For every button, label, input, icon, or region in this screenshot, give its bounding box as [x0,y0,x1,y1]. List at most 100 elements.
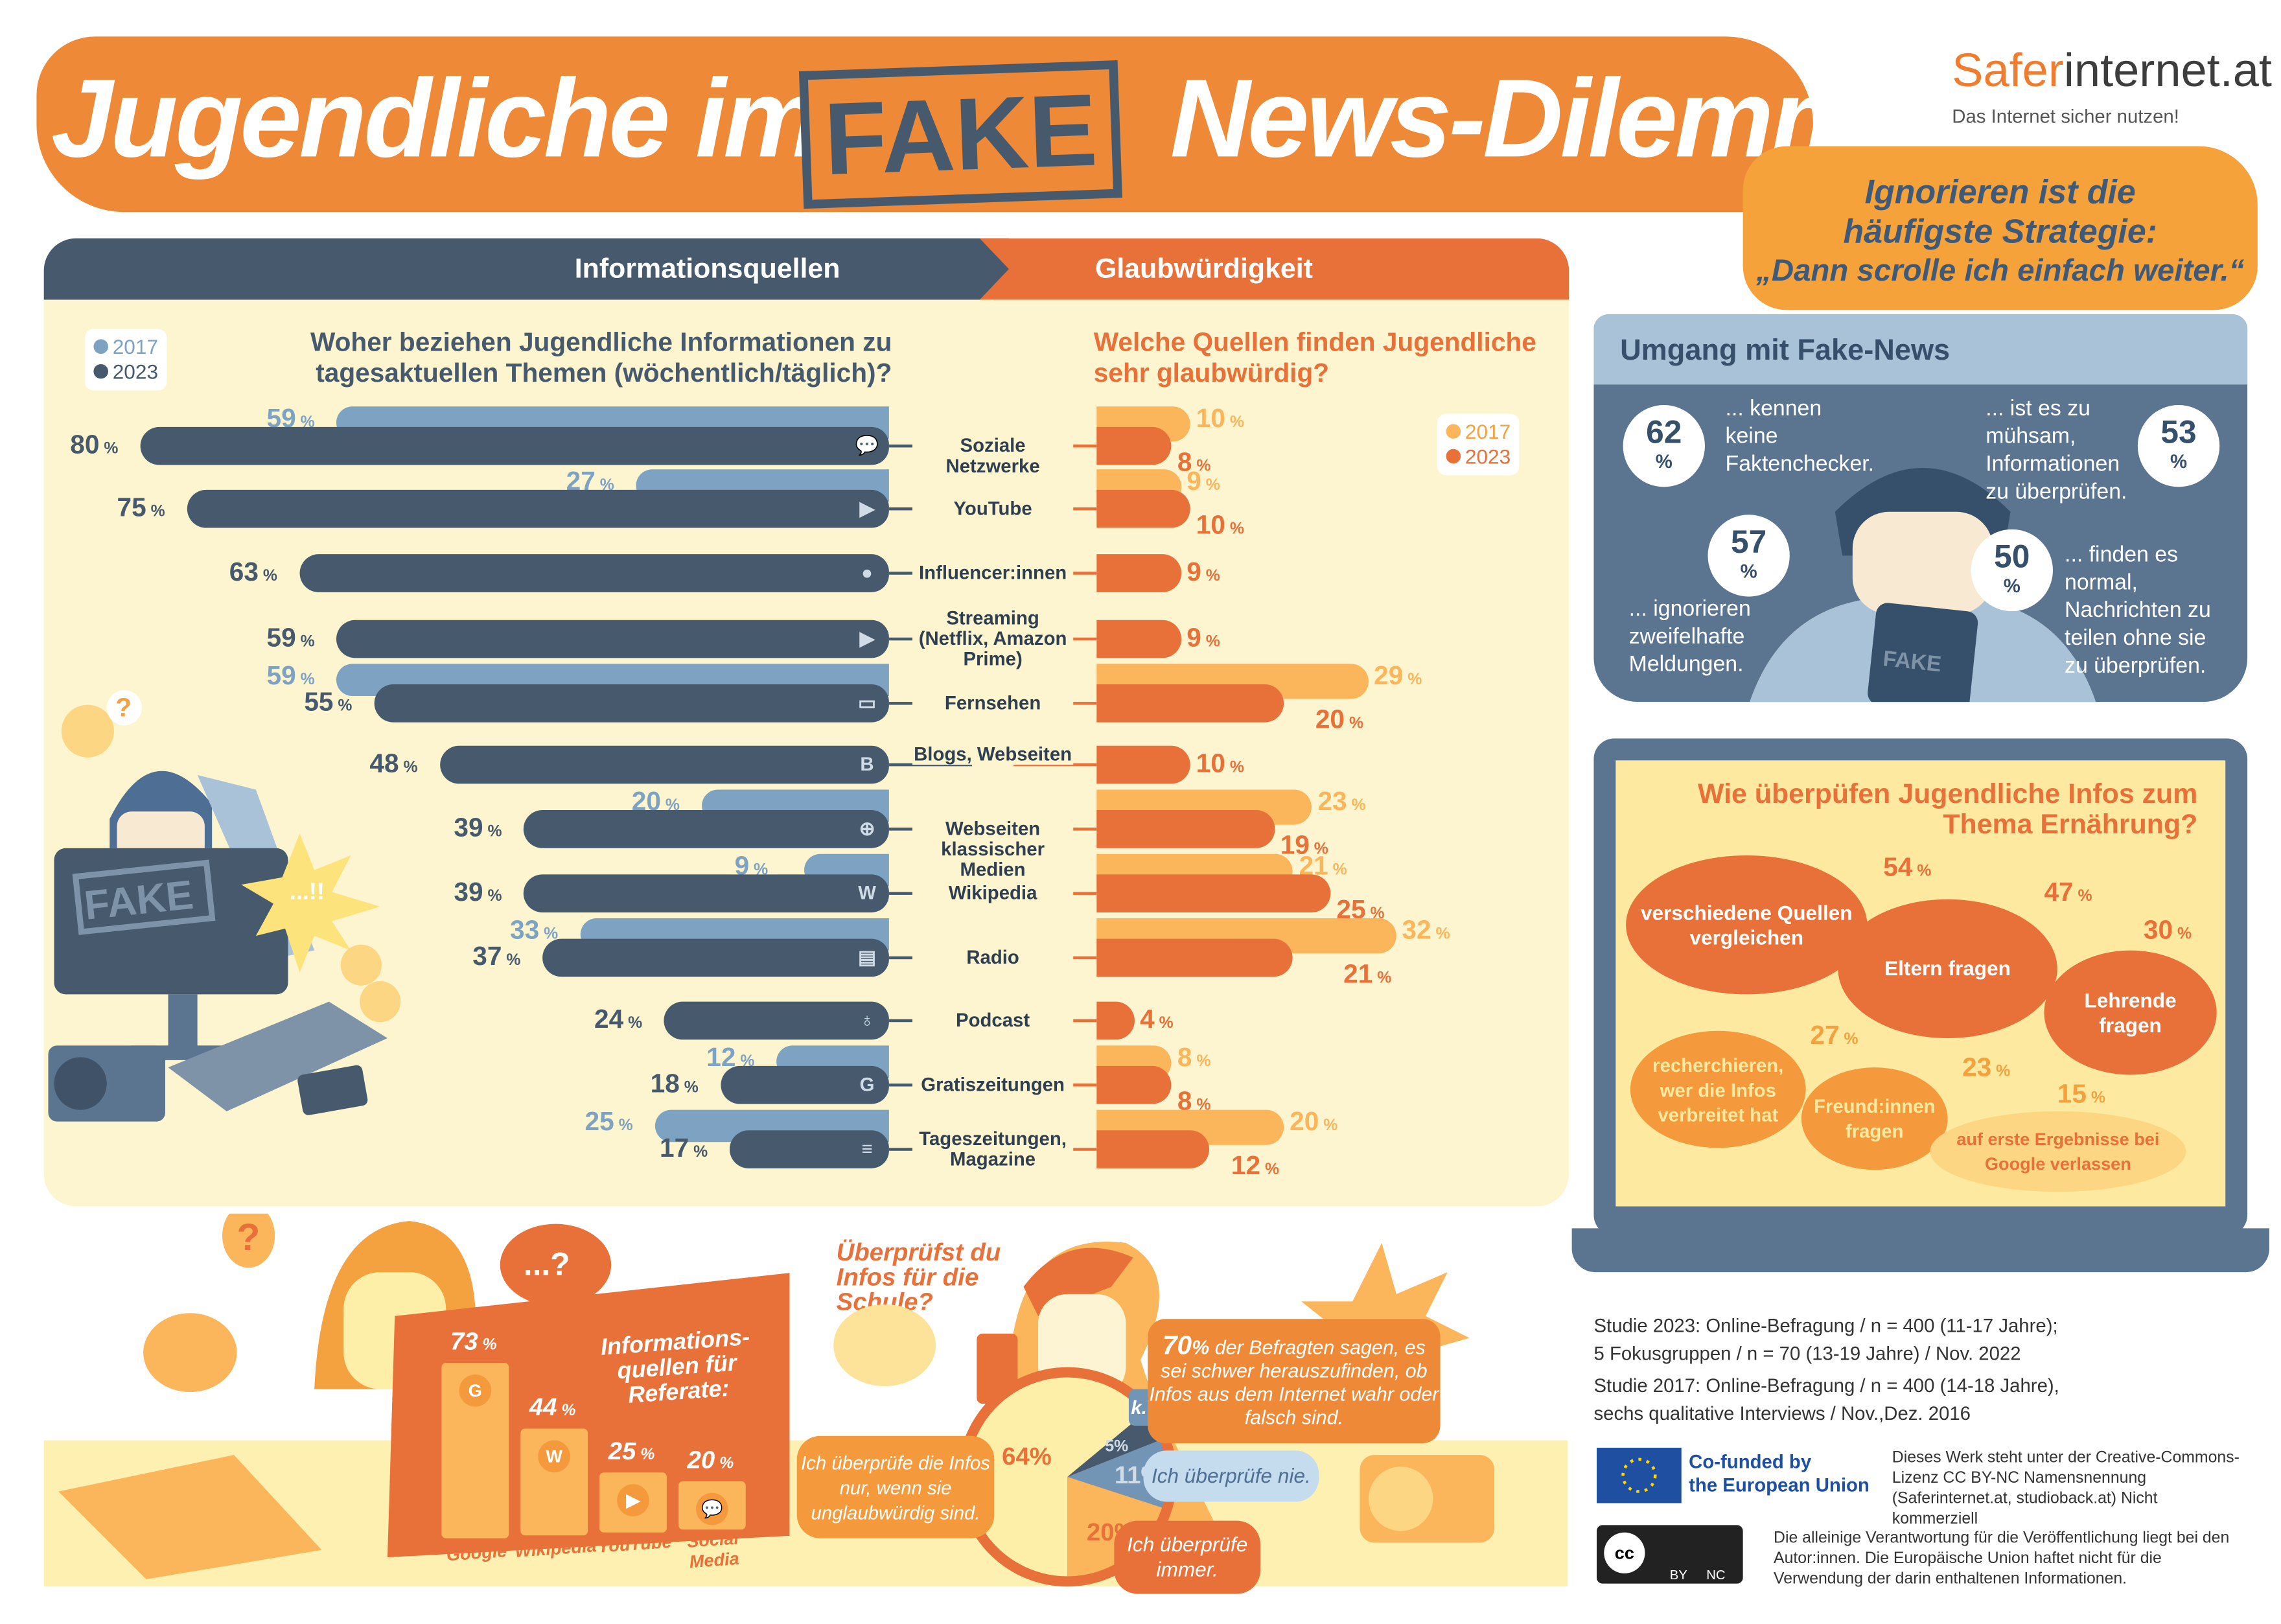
source-label: Fernsehen [912,692,1074,714]
section-title: Informationsquellen [574,254,840,285]
value-label-2017: 25 % [585,1107,633,1137]
legend-credibility: 2017 2023 [1437,413,1520,476]
footer-line: 5 Fokusgruppen / n = 70 (13-19 Jahre) / … [1593,1342,2021,1365]
value-label-2023: 55 % [304,687,353,717]
license-text: Dieses Werk steht unter der Creative-Com… [1892,1449,2240,1528]
referate-title: Informations-quellen für Referate: [599,1325,751,1409]
source-label: Streaming (Netflix, Amazon Prime) [912,608,1074,670]
bar-2023 [439,745,889,784]
value-label-2023: 18 % [650,1069,699,1098]
credibility-bar-2023 [1096,684,1284,723]
bubble-label: verschiedene Quellen vergleichen [1640,899,1853,949]
newspaper-icon: G [859,1073,875,1096]
disclaimer-text: Die alleinige Verantwortung für die Verö… [1774,1529,2230,1588]
slogan: Das Internet sicher nutzen! [1952,105,2179,128]
nutrition-bubble: verschiedene Quellen vergleichen [1626,855,1868,995]
value-label-2023: 17 % [660,1133,708,1163]
blogger-icon: B [860,753,874,775]
credibility-value-2023: 19 % [1280,830,1328,860]
seventy-value: 70 [1162,1330,1192,1360]
bar-2023 [524,810,889,848]
credibility-value-2023: 9 % [1187,623,1220,653]
stat-pct: % [1655,450,1673,472]
credibility-value-2017: 10 % [1196,403,1244,433]
source-label: Webseiten klassischer Medien [912,818,1074,881]
credibility-value-2023: 8 % [1177,447,1211,477]
pie-label-sometimes: Ich überprüfe die Infos nur, wenn sie un… [796,1435,995,1538]
source-label: Influencer:innen [912,563,1074,584]
cc-by: BY [1669,1567,1687,1583]
credibility-value-2017: 8 % [1177,1042,1211,1072]
credibility-question: Welche Quellen finden Jugendliche sehr g… [1093,327,1536,388]
credibility-value-2023: 21 % [1343,959,1392,989]
source-label: Wikipedia [912,883,1074,904]
stat-value: 50 [1994,538,2030,575]
logo-safer: Safer [1952,43,2064,97]
legend-sources: 2017 2023 [84,329,167,391]
pie-value-label: 64% [1002,1443,1052,1470]
value-label-2023: 63 % [229,557,277,586]
bar-2023 [720,1065,889,1104]
dots-text: ...? [524,1246,570,1282]
nutrition-bubble: recherchieren, wer die Infos verbreitet … [1630,1030,1806,1148]
study-2017: Studie 2017: Online-Befragung / n = 400 … [1593,1372,2059,1428]
footer-line: the European Union [1689,1474,1870,1496]
callout-line: häufigste Strategie: [1843,212,2158,250]
bar-2023 [299,554,889,592]
value-label-2023: 24 % [594,1004,643,1034]
bar-2023 [524,874,889,912]
fake-news-handling-panel: Umgang mit Fake-News FAKE 62% ... kennen… [1593,314,2248,702]
footer-line: Studie 2017: Online-Befragung / n = 400 … [1593,1375,2059,1397]
credibility-bar-2023 [1096,426,1172,465]
legend-2023: 2023 [1465,444,1511,469]
pie-label-always: Ich überprüfe immer. [1114,1520,1261,1594]
stat-text: ... finden es normal, Nachrichten zu tei… [2065,542,2211,679]
value-label-2023: 80 % [70,430,119,459]
stat-text: ... ist es zu mühsam, Informationen zu ü… [1986,396,2127,505]
svg-text:?: ? [115,693,132,723]
logo-internet: internet.at [2063,43,2272,97]
seventy-percent-box: 70% der Befragten sagen, es sei schwer h… [1148,1319,1441,1444]
stat-text: ... kennen keine Faktenchecker. [1725,396,1875,477]
footer-line: Co-funded by [1689,1450,1812,1473]
bar-2023 [730,1130,889,1168]
teen-with-tablet-illustration: FAKE [1750,468,2096,702]
microphone-icon: ♁ [860,1008,875,1031]
referate-category: Social Media [686,1527,740,1572]
credibility-bar-2023 [1096,489,1190,528]
source-label: Blogs, Webseiten [912,743,1074,765]
credibility-value-2017: 29 % [1374,660,1422,691]
stat-pct: % [2170,450,2188,472]
stat-text: ... ignorieren zweifelhafte Meldungen. [1628,596,1751,677]
eu-flag-icon [1596,1447,1682,1503]
seventy-text: der Befragten sagen, es sei schwer herau… [1149,1336,1439,1429]
nutrition-bubble: auf erste Ergebnisse bei Google verlasse… [1930,1111,2186,1192]
logo[interactable]: Saferinternet.at [1952,44,2272,98]
stat-value: 62 [1646,413,1682,450]
bubble-value: 54 % [1883,852,1932,882]
bar-2023 [542,938,889,977]
stat-pct: % [2003,574,2020,597]
eu-cofunded: Co-funded by the European Union [1689,1450,1870,1497]
credibility-value-2017: 20 % [1290,1107,1338,1137]
bubble-label: Lehrende fragen [2084,988,2177,1036]
bubble-label: auf erste Ergebnisse bei Google verlasse… [1956,1128,2160,1174]
value-label-2017: 9 % [734,851,769,881]
cc-by-nc-badge[interactable]: cc BY NC [1596,1525,1743,1584]
source-label: Radio [912,947,1074,968]
stat-value: 53 [2160,413,2197,450]
credibility-value-2023: 8 % [1177,1086,1211,1116]
bubble-value: 15 % [2057,1079,2105,1109]
source-label: Tageszeitungen, Magazine [912,1128,1074,1170]
credibility-value-2023: 9 % [1187,557,1220,586]
bar-2023 [336,620,889,658]
pie-slice [1067,1440,1167,1508]
footer-line: sechs qualitative Interviews / Nov.,Dez.… [1593,1402,1971,1424]
confused-teen-illustration: ? FAKE ...!! [48,690,401,1122]
credibility-value-2023: 10 % [1196,510,1244,540]
source-label: YouTube [912,498,1074,520]
bubble-label: Freund:innen fragen [1814,1095,1936,1143]
play-icon: ▶ [859,497,875,520]
stat-circle-57: 57% [1708,515,1790,597]
